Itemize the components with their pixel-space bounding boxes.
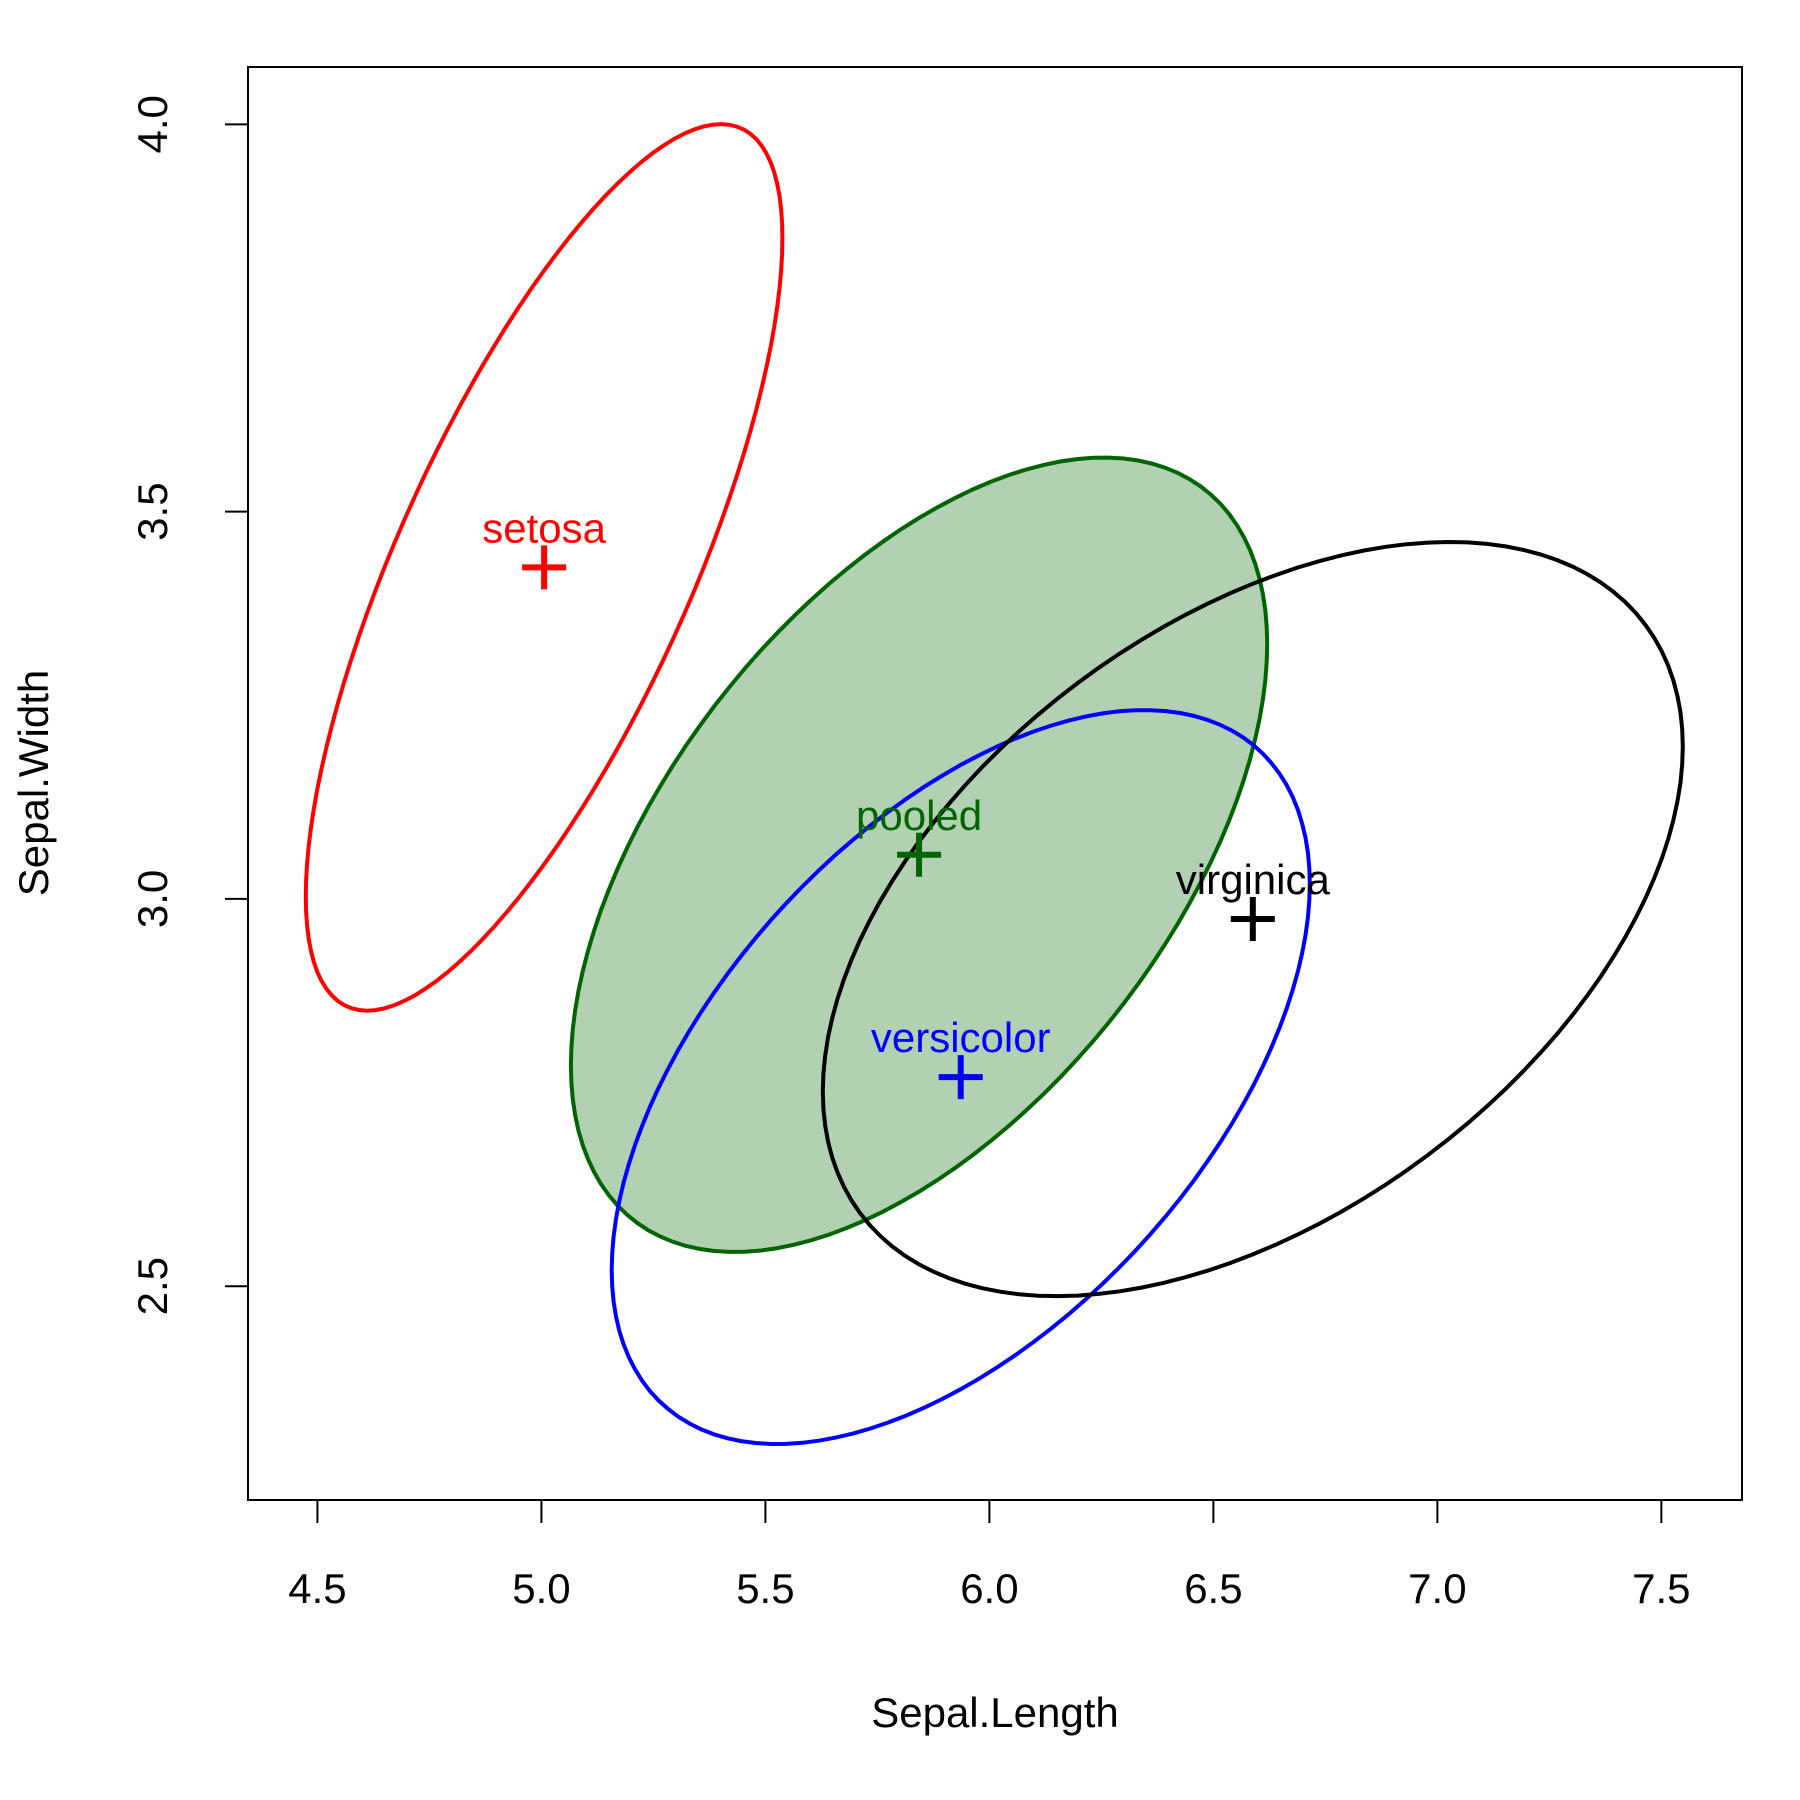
group-label: pooled bbox=[856, 792, 982, 839]
plot-frame bbox=[247, 66, 1743, 1501]
x-tick-label: 5.5 bbox=[736, 1565, 794, 1612]
x-tick-label: 4.5 bbox=[288, 1565, 346, 1612]
centroid-marker bbox=[938, 1055, 983, 1100]
x-tick-label: 7.0 bbox=[1408, 1565, 1466, 1612]
covariance-ellipse bbox=[303, 122, 785, 1013]
covariance-ellipse bbox=[609, 708, 1312, 1447]
x-tick-label: 5.0 bbox=[512, 1565, 570, 1612]
centroid-marker bbox=[897, 832, 942, 877]
group-label: virginica bbox=[1176, 856, 1331, 903]
covariance-ellipse bbox=[820, 539, 1685, 1299]
centroid-marker bbox=[1230, 897, 1275, 942]
centroid-marker bbox=[522, 545, 567, 590]
x-tick-label: 6.0 bbox=[960, 1565, 1018, 1612]
y-tick-label: 2.5 bbox=[129, 1257, 176, 1315]
y-tick-label: 3.5 bbox=[129, 482, 176, 540]
group-label: versicolor bbox=[871, 1014, 1051, 1061]
y-tick-label: 3.0 bbox=[129, 870, 176, 928]
x-axis-label: Sepal.Length bbox=[871, 1689, 1119, 1736]
y-tick-label: 4.0 bbox=[129, 95, 176, 153]
y-axis-label: Sepal.Width bbox=[10, 670, 57, 896]
group-label: setosa bbox=[482, 504, 606, 551]
x-tick-label: 7.5 bbox=[1632, 1565, 1690, 1612]
x-tick-label: 6.5 bbox=[1184, 1565, 1242, 1612]
